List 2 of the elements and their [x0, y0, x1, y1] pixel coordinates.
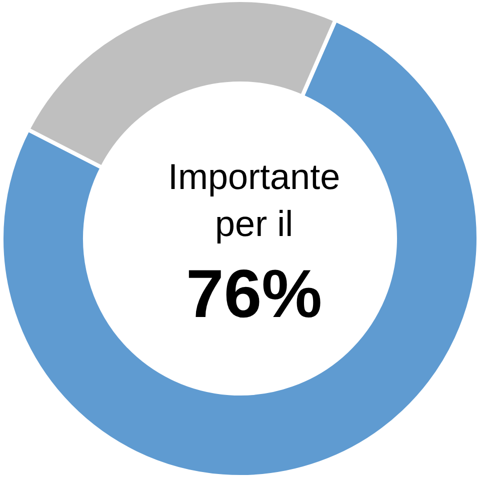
text: Importante per il: [168, 156, 340, 244]
text: 76%: [186, 256, 322, 332]
